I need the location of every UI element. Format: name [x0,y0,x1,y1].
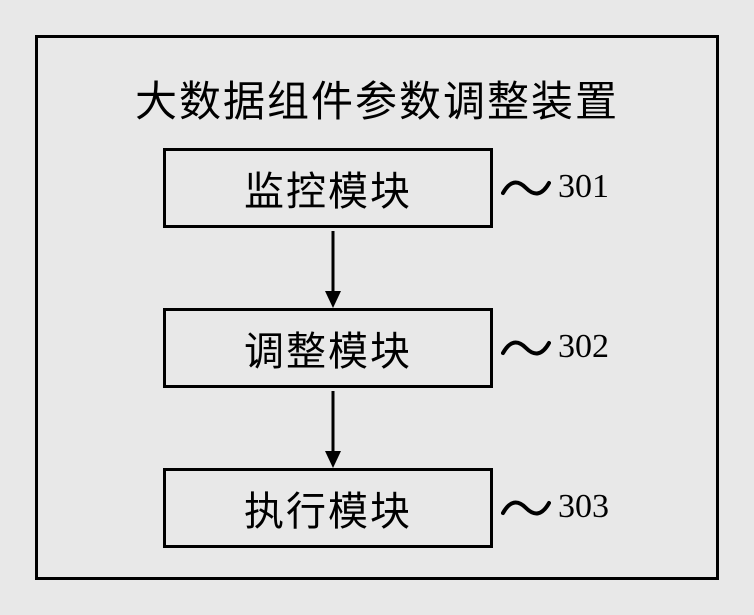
ref-number: 301 [558,168,609,206]
diagram-title: 大数据组件参数调整装置 [38,68,716,129]
ref-connector-icon [501,333,551,363]
module-label: 执行模块 [244,479,412,537]
module-adjust: 调整模块 [163,308,493,388]
module-label: 监控模块 [244,159,412,217]
module-execute: 执行模块 [163,468,493,548]
ref-connector-icon [501,173,551,203]
diagram-frame: 大数据组件参数调整装置 监控模块 301 调整模块 302 执行模块 303 [35,35,719,580]
ref-number: 303 [558,488,609,526]
arrow-icon [323,391,343,468]
arrow-icon [323,231,343,308]
module-monitor: 监控模块 [163,148,493,228]
ref-number: 302 [558,328,609,366]
module-label: 调整模块 [244,319,412,377]
ref-connector-icon [501,493,551,523]
